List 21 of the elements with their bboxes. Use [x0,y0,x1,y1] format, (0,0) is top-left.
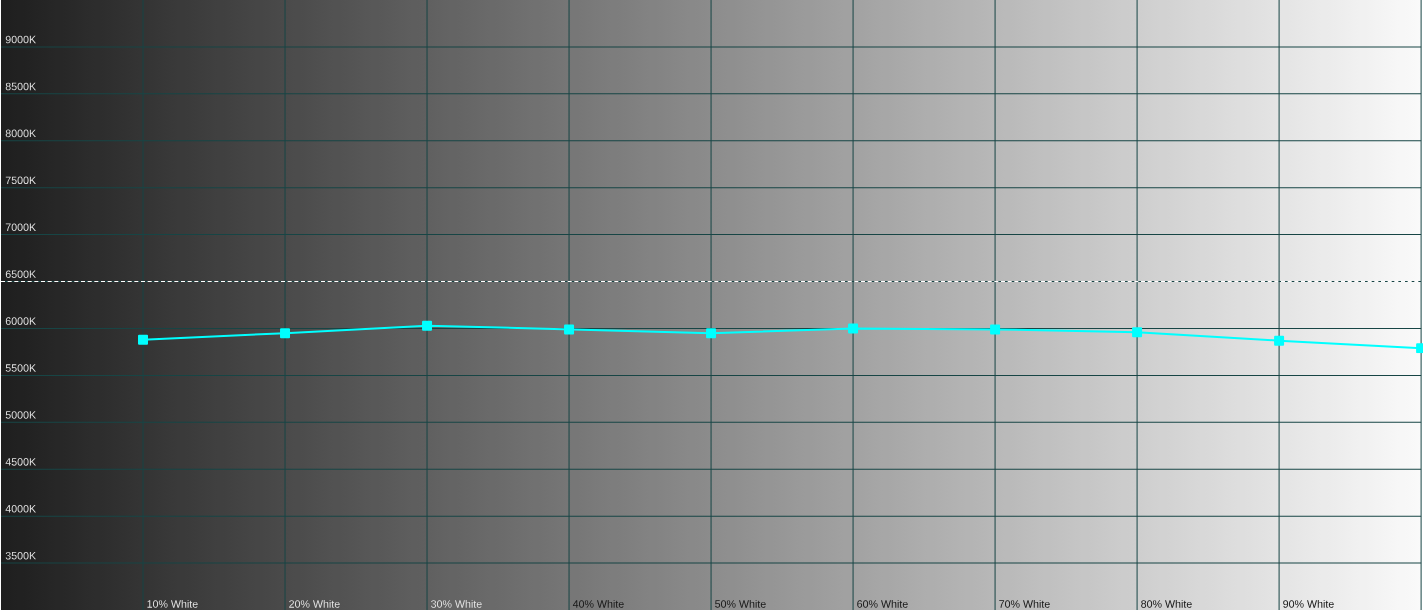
x-tick-label: 80% White [1141,599,1192,608]
y-tick-label: 8500K [5,82,36,91]
y-tick-label: 9000K [5,35,36,44]
y-tick-label: 3500K [5,551,36,560]
x-tick-label: 10% White [147,599,198,608]
y-tick-label: 7000K [5,223,36,232]
y-tick-label: 5000K [5,411,36,419]
x-tick-label: 30% White [431,599,482,608]
y-tick-label: 7500K [5,176,36,185]
x-tick-label: 70% White [999,599,1050,608]
x-tick-label: 60% White [857,599,908,608]
x-tick-label: 90% White [1283,599,1334,608]
x-tick-label: 50% White [715,599,766,608]
y-tick-label: 4500K [5,458,36,466]
y-tick-label: 6000K [5,317,36,325]
x-tick-label: 40% White [572,599,624,608]
x-tick-label: 20% White [289,599,340,608]
y-tick-label: 4000K [5,505,36,513]
y-tick-label: 6500K [5,270,36,278]
y-tick-label: 8000K [5,129,36,138]
y-tick-label: 5500K [5,364,36,372]
